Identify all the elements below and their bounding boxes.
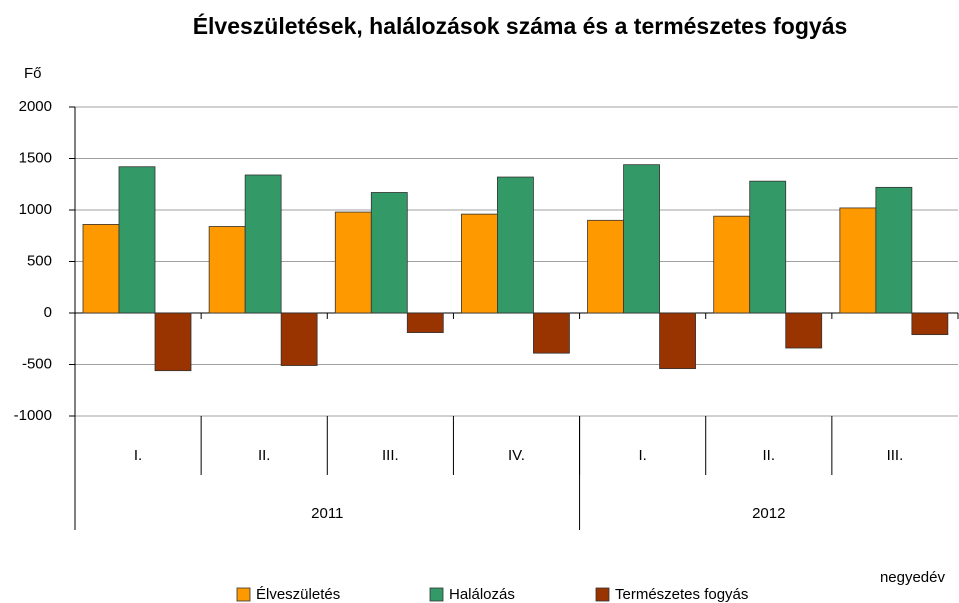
y-tick-label: -1000 xyxy=(14,407,52,424)
legend-swatch xyxy=(236,587,251,602)
y-tick-label: 1500 xyxy=(19,149,52,166)
x-tick-label: I. xyxy=(134,447,142,464)
legend-label: Halálozás xyxy=(449,586,515,603)
x-axis-label: negyedév xyxy=(880,569,946,586)
bar xyxy=(785,312,823,349)
legend-swatch xyxy=(595,587,610,602)
bar xyxy=(406,312,444,333)
x-tick-label: I. xyxy=(638,447,646,464)
bar xyxy=(497,176,534,314)
bar xyxy=(370,192,408,314)
group-label: 2012 xyxy=(752,505,785,522)
bar xyxy=(749,180,787,314)
x-tick-label: III. xyxy=(382,447,399,464)
bar xyxy=(623,164,660,314)
bar xyxy=(118,166,156,314)
x-tick-label: IV. xyxy=(508,447,525,464)
bar xyxy=(334,211,372,314)
y-tick-label: 500 xyxy=(27,252,52,269)
bar xyxy=(154,312,192,372)
bar xyxy=(713,215,751,314)
bar xyxy=(280,312,318,366)
x-tick-label: III. xyxy=(887,447,904,464)
y-tick-label: 2000 xyxy=(19,98,52,115)
y-tick-label: 1000 xyxy=(19,201,52,218)
bar xyxy=(533,312,570,354)
bar xyxy=(659,312,696,370)
bar xyxy=(244,174,282,314)
legend-swatch xyxy=(429,587,444,602)
x-tick-label: II. xyxy=(763,447,776,464)
bar xyxy=(461,213,498,314)
y-tick-label: -500 xyxy=(22,355,52,372)
legend-label: Élveszületés xyxy=(256,586,340,603)
bar xyxy=(587,219,624,314)
bar xyxy=(839,207,877,314)
x-tick-label: II. xyxy=(258,447,271,464)
group-label: 2011 xyxy=(311,505,343,522)
legend-label: Természetes fogyás xyxy=(615,586,748,603)
y-tick-label: 0 xyxy=(44,304,52,321)
bar xyxy=(82,224,120,314)
y-axis-label: Fő xyxy=(24,65,42,82)
chart-title: Élveszületések, halálozások száma és a t… xyxy=(193,12,848,39)
bar xyxy=(208,226,246,314)
bar xyxy=(911,312,949,336)
bar xyxy=(875,186,913,314)
